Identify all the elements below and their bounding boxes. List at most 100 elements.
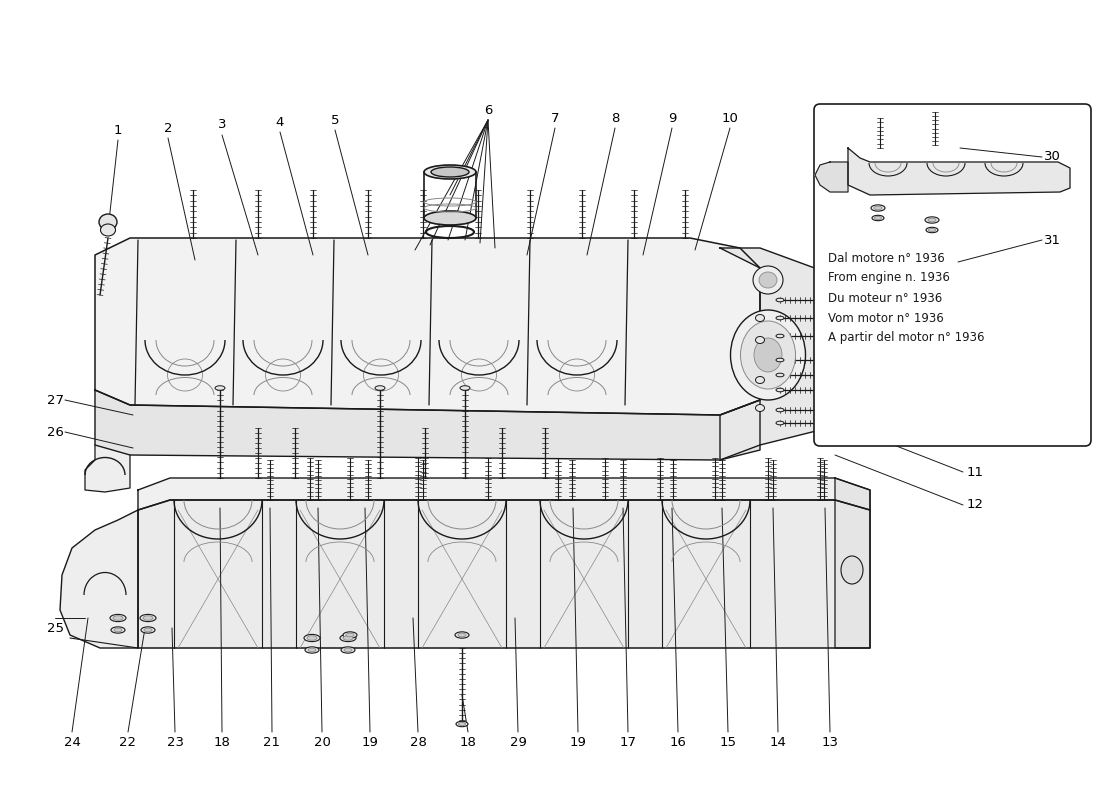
Ellipse shape <box>842 556 864 584</box>
Polygon shape <box>848 148 1070 195</box>
Text: eurospares: eurospares <box>142 296 318 324</box>
Text: 10: 10 <box>967 426 983 438</box>
Text: 5: 5 <box>331 114 339 126</box>
Text: 4: 4 <box>276 115 284 129</box>
Text: 6: 6 <box>484 103 492 117</box>
Ellipse shape <box>100 224 116 236</box>
Ellipse shape <box>99 214 117 230</box>
Text: 18: 18 <box>213 735 230 749</box>
Polygon shape <box>720 248 820 460</box>
Polygon shape <box>138 500 870 648</box>
Ellipse shape <box>928 229 935 231</box>
Ellipse shape <box>113 616 123 620</box>
Ellipse shape <box>140 614 156 622</box>
Text: eurospares: eurospares <box>442 296 618 324</box>
Text: 7: 7 <box>551 111 559 125</box>
Ellipse shape <box>375 386 385 390</box>
Ellipse shape <box>455 632 469 638</box>
Text: 23: 23 <box>166 735 184 749</box>
Text: 15: 15 <box>719 735 737 749</box>
Ellipse shape <box>756 314 764 322</box>
Ellipse shape <box>871 205 886 211</box>
Ellipse shape <box>928 218 936 222</box>
Text: 31: 31 <box>1044 234 1060 246</box>
Polygon shape <box>835 478 870 648</box>
Text: 30: 30 <box>1044 150 1060 163</box>
Text: eurospares: eurospares <box>442 596 618 624</box>
Ellipse shape <box>874 217 881 219</box>
Text: 20: 20 <box>314 735 330 749</box>
Text: 12: 12 <box>967 498 983 511</box>
Ellipse shape <box>424 165 476 179</box>
Polygon shape <box>95 238 760 415</box>
Text: 11: 11 <box>967 466 983 478</box>
Ellipse shape <box>776 358 784 362</box>
Ellipse shape <box>874 206 882 210</box>
Ellipse shape <box>456 722 468 726</box>
Ellipse shape <box>872 215 884 221</box>
Text: 1: 1 <box>113 123 122 137</box>
Text: 13: 13 <box>822 735 838 749</box>
Polygon shape <box>138 478 870 510</box>
Text: 16: 16 <box>670 735 686 749</box>
Ellipse shape <box>424 211 476 225</box>
Ellipse shape <box>776 421 784 425</box>
Text: eurospares: eurospares <box>142 596 318 624</box>
Ellipse shape <box>304 634 320 642</box>
Text: 2: 2 <box>164 122 173 134</box>
Text: 27: 27 <box>46 394 64 406</box>
Ellipse shape <box>776 408 784 412</box>
Ellipse shape <box>776 373 784 377</box>
Ellipse shape <box>459 722 465 726</box>
Ellipse shape <box>111 627 125 633</box>
Ellipse shape <box>214 386 225 390</box>
Ellipse shape <box>144 628 152 632</box>
Ellipse shape <box>110 614 126 622</box>
Text: 12: 12 <box>967 394 983 406</box>
Ellipse shape <box>756 337 764 343</box>
Text: 29: 29 <box>509 735 527 749</box>
Ellipse shape <box>759 272 777 288</box>
Ellipse shape <box>141 627 155 633</box>
Text: Vom motor n° 1936: Vom motor n° 1936 <box>828 311 944 325</box>
Text: 17: 17 <box>619 735 637 749</box>
Ellipse shape <box>340 634 356 642</box>
Ellipse shape <box>926 227 938 233</box>
Polygon shape <box>60 510 138 648</box>
Text: 14: 14 <box>770 735 786 749</box>
Ellipse shape <box>431 167 469 177</box>
Ellipse shape <box>776 298 784 302</box>
Ellipse shape <box>305 647 319 653</box>
Ellipse shape <box>776 316 784 320</box>
Ellipse shape <box>925 217 939 223</box>
Polygon shape <box>815 162 848 192</box>
Text: 22: 22 <box>120 735 136 749</box>
Polygon shape <box>85 445 130 492</box>
Text: Du moteur n° 1936: Du moteur n° 1936 <box>828 291 943 305</box>
Ellipse shape <box>756 377 764 383</box>
Ellipse shape <box>341 647 355 653</box>
Ellipse shape <box>307 636 317 640</box>
Ellipse shape <box>460 386 470 390</box>
Ellipse shape <box>776 388 784 392</box>
Text: 18: 18 <box>460 735 476 749</box>
Ellipse shape <box>730 310 805 400</box>
Text: 24: 24 <box>64 735 80 749</box>
Ellipse shape <box>343 636 353 640</box>
Ellipse shape <box>343 632 358 638</box>
Text: 8: 8 <box>610 111 619 125</box>
Text: Dal motore n° 1936: Dal motore n° 1936 <box>828 251 945 265</box>
Text: 3: 3 <box>218 118 227 131</box>
Text: 28: 28 <box>409 735 427 749</box>
Text: 21: 21 <box>264 735 280 749</box>
Ellipse shape <box>754 338 782 372</box>
Ellipse shape <box>754 266 783 294</box>
Ellipse shape <box>458 634 466 637</box>
Ellipse shape <box>740 321 795 389</box>
Ellipse shape <box>776 334 784 338</box>
Text: 26: 26 <box>46 426 64 438</box>
Ellipse shape <box>344 648 352 652</box>
Text: 19: 19 <box>362 735 378 749</box>
FancyBboxPatch shape <box>814 104 1091 446</box>
Text: 19: 19 <box>570 735 586 749</box>
